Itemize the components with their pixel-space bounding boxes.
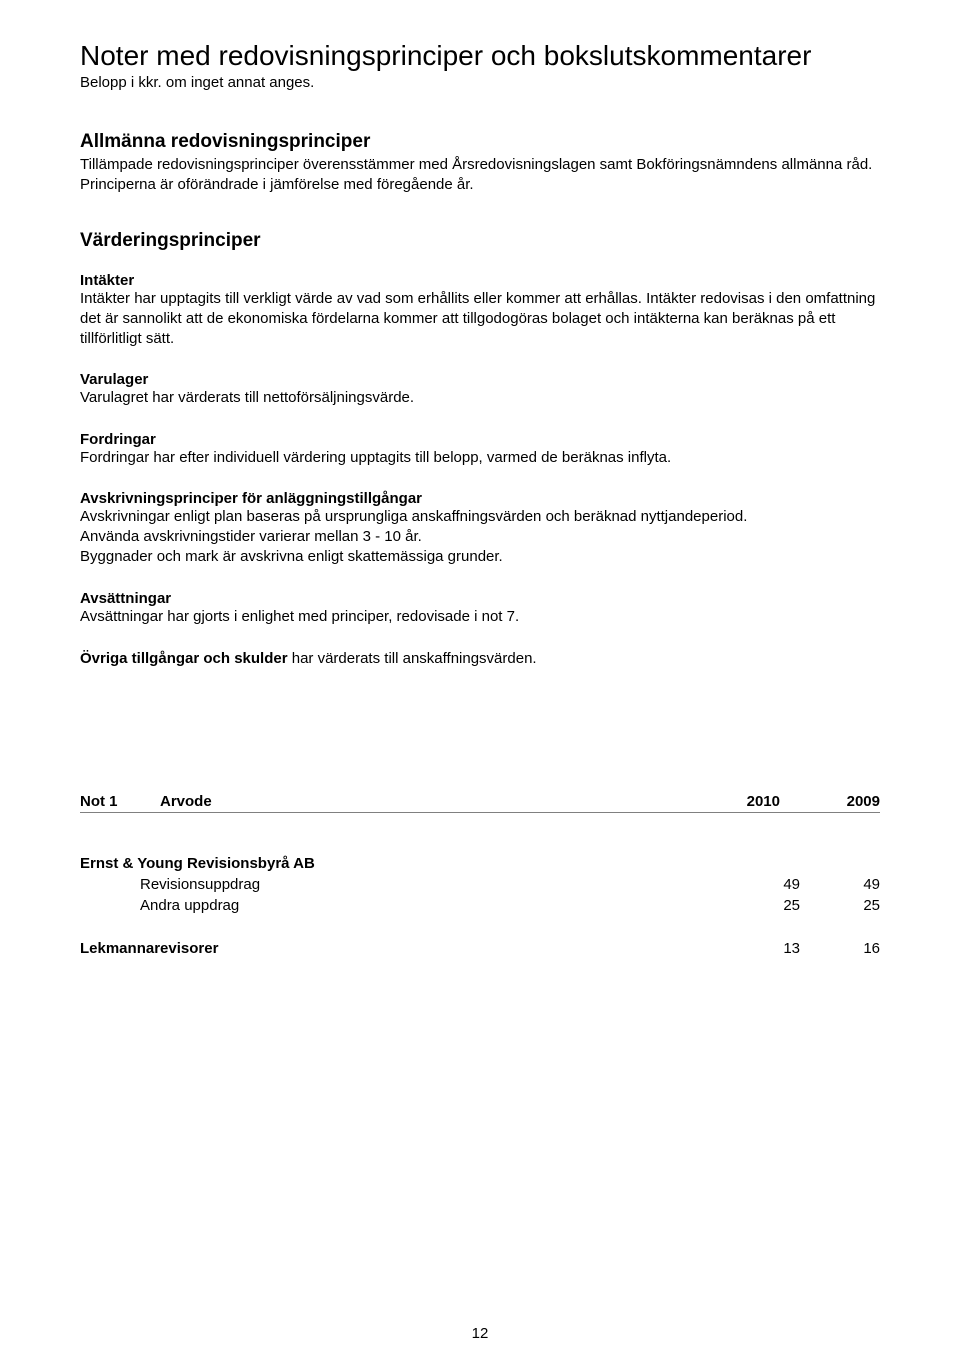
body-avsatt: Avsättningar har gjorts i enlighet med p… <box>80 607 880 627</box>
section-heading-allmanna: Allmänna redovisningsprinciper <box>80 131 880 153</box>
note-1-title: Arvode <box>160 793 680 810</box>
label-intakter: Intäkter <box>80 272 880 289</box>
label-varulager: Varulager <box>80 371 880 388</box>
row-andra-uppdrag-label: Andra uppdrag <box>80 895 680 916</box>
page-number: 12 <box>0 1325 960 1342</box>
section-body-allmanna: Tillämpade redovisningsprinciper överens… <box>80 155 880 196</box>
row-andra-uppdrag-a: 25 <box>680 895 800 916</box>
row-revisionsuppdrag-a: 49 <box>680 874 800 895</box>
body-varulager: Varulagret har värderats till nettoförsä… <box>80 388 880 408</box>
body-avskriv-2: Använda avskrivningstider varierar mella… <box>80 527 880 547</box>
label-avskriv: Avskrivningsprinciper för anläggningstil… <box>80 490 880 507</box>
body-avskriv-1: Avskrivningar enligt plan baseras på urs… <box>80 507 880 527</box>
row-lekmannarevisorer-b: 16 <box>800 938 880 959</box>
table-row: Revisionsuppdrag 49 49 <box>80 874 880 895</box>
table-row: Andra uppdrag 25 25 <box>80 895 880 916</box>
body-fordringar: Fordringar har efter individuell värderi… <box>80 448 880 468</box>
text-ovriga: har värderats till anskaffningsvärden. <box>288 650 537 667</box>
subtitle: Belopp i kkr. om inget annat anges. <box>80 74 880 91</box>
note-1-header-row: Not 1 Arvode 2010 2009 <box>80 789 880 813</box>
section-heading-varderings: Värderingsprinciper <box>80 230 880 252</box>
body-avskriv-3: Byggnader och mark är avskrivna enligt s… <box>80 547 880 567</box>
row-revisionsuppdrag-label: Revisionsuppdrag <box>80 874 680 895</box>
label-ovriga: Övriga tillgångar och skulder <box>80 650 288 667</box>
label-avsatt: Avsättningar <box>80 590 880 607</box>
ey-name: Ernst & Young Revisionsbyrå AB <box>80 853 880 874</box>
label-fordringar: Fordringar <box>80 431 880 448</box>
table-row: Ernst & Young Revisionsbyrå AB <box>80 853 880 874</box>
table-row: Lekmannarevisorer 13 16 <box>80 938 880 959</box>
row-lekmannarevisorer-a: 13 <box>680 938 800 959</box>
body-intakter: Intäkter har upptagits till verkligt vär… <box>80 289 880 350</box>
row-revisionsuppdrag-b: 49 <box>800 874 880 895</box>
note-1-year-a: 2010 <box>680 793 780 810</box>
note-1-prefix: Not 1 <box>80 793 160 810</box>
page-title: Noter med redovisningsprinciper och boks… <box>80 40 880 72</box>
note-1-table: Ernst & Young Revisionsbyrå AB Revisions… <box>80 853 880 959</box>
row-lekmannarevisorer-label: Lekmannarevisorer <box>80 938 680 959</box>
body-ovriga: Övriga tillgångar och skulder har värder… <box>80 649 880 669</box>
row-andra-uppdrag-b: 25 <box>800 895 880 916</box>
note-1-year-b: 2009 <box>780 793 880 810</box>
table-row <box>80 916 880 938</box>
